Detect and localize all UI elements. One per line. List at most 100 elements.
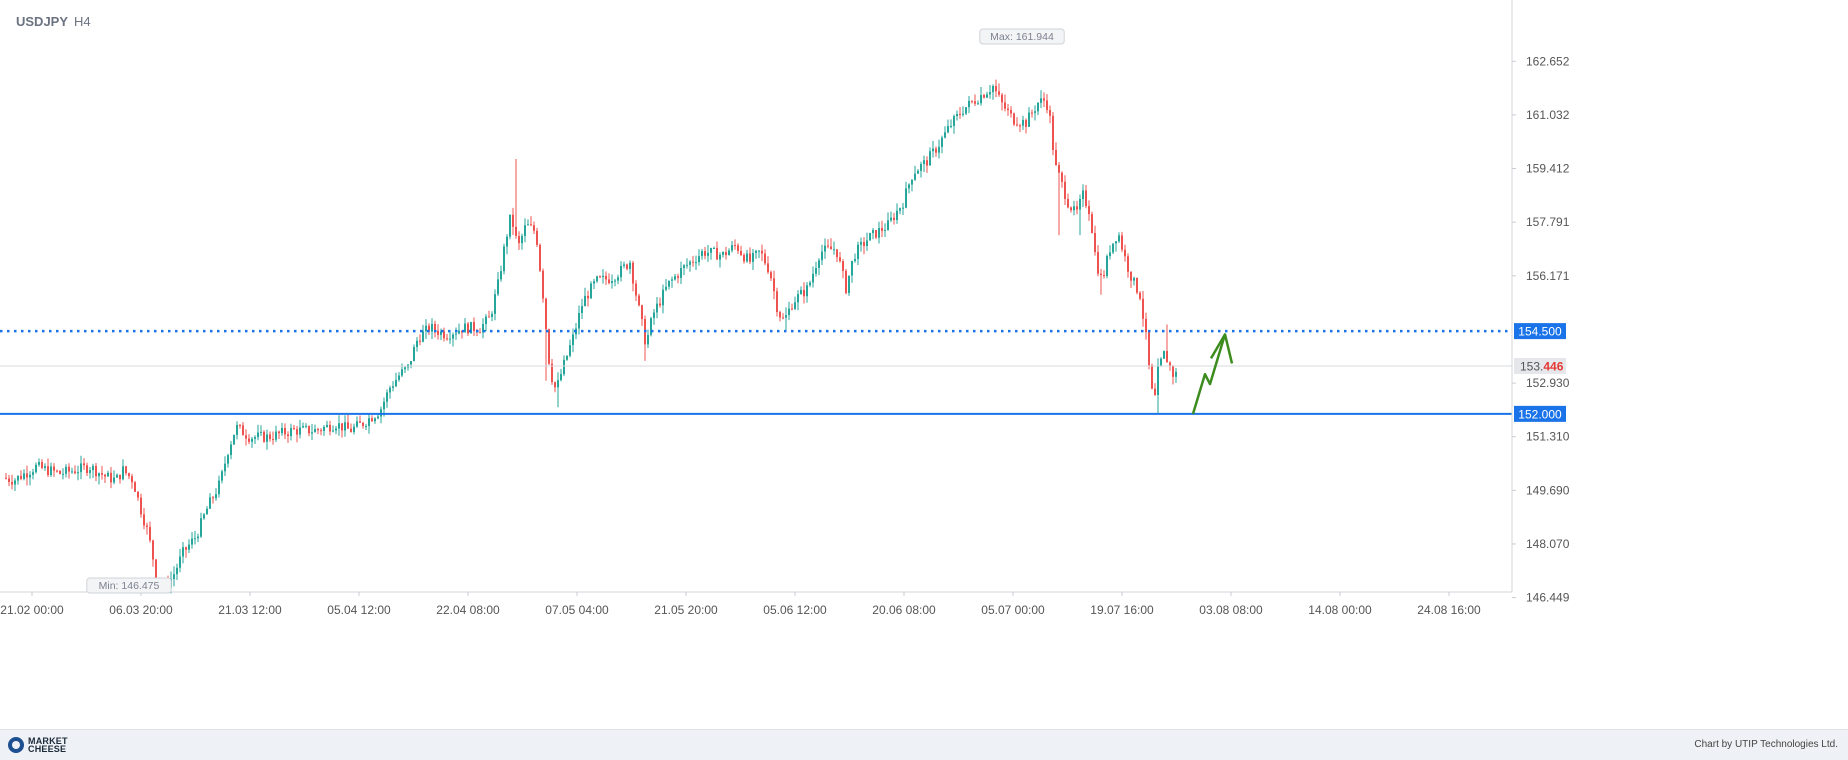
candle-body	[230, 444, 232, 456]
candle-body	[479, 332, 481, 334]
candle-body	[131, 476, 133, 483]
candle-body	[341, 423, 343, 431]
candle-body	[185, 547, 187, 550]
candle-body	[1103, 275, 1105, 277]
candle-body	[383, 401, 385, 410]
candle-body	[746, 253, 748, 262]
y-tick-label: 151.310	[1526, 430, 1570, 444]
candle-body	[923, 160, 925, 165]
candle-body	[32, 472, 34, 475]
candle-body	[1133, 277, 1135, 281]
candle-body	[1130, 271, 1132, 281]
candle-body	[83, 463, 85, 466]
candle-body	[1127, 256, 1129, 272]
y-tick-label: 159.412	[1526, 162, 1570, 176]
max-marker-label: Max: 161.944	[990, 31, 1054, 43]
x-tick-label: 24.08 16:00	[1417, 603, 1481, 617]
candle-body	[392, 386, 394, 388]
candle-body	[317, 429, 319, 431]
candle-body	[1097, 252, 1099, 274]
candle-body	[581, 306, 583, 313]
candle-body	[722, 252, 724, 255]
candle-body	[983, 95, 985, 98]
max-marker-box	[979, 28, 1065, 45]
candle-body	[92, 465, 94, 471]
last-price-tag	[1514, 357, 1566, 374]
candle-body	[251, 438, 253, 442]
candle-body	[245, 435, 247, 439]
candle-body	[965, 107, 967, 114]
candle-body	[1124, 249, 1126, 257]
candle-body	[989, 92, 991, 95]
candle-body	[323, 426, 325, 431]
candle-body	[371, 418, 373, 422]
candle-body	[902, 207, 904, 209]
candle-body	[47, 466, 49, 476]
candle-body	[926, 160, 928, 166]
footer: MARKET CHEESE Chart by UTIP Technologies…	[0, 729, 1848, 760]
candle-body	[938, 146, 940, 153]
candle-body	[557, 380, 559, 388]
candle-body	[446, 338, 448, 340]
candle-body	[89, 470, 91, 473]
candle-body	[806, 285, 808, 297]
candle-body	[197, 536, 199, 539]
candle-body	[1004, 102, 1006, 109]
candle-body	[662, 289, 664, 306]
candle-body	[71, 471, 73, 473]
candles	[5, 79, 1177, 594]
candle-body	[128, 473, 130, 477]
candle-body	[1142, 298, 1144, 319]
level-tag-154.500	[1514, 323, 1566, 340]
candle-body	[692, 261, 694, 263]
candle-body	[767, 263, 769, 273]
candle-body	[419, 340, 421, 342]
candle-body	[944, 132, 946, 138]
x-tick-label: 07.05 04:00	[545, 603, 609, 617]
candle-body	[764, 253, 766, 264]
candle-body	[5, 477, 7, 479]
candle-body	[1010, 110, 1012, 114]
price-chart[interactable]: 154.500 152.000 153.446 162.652 161.032 159.…	[0, 0, 1848, 729]
level-label-154.500: 154.500	[1518, 325, 1562, 339]
candle-body	[899, 208, 901, 211]
candle-body	[800, 289, 802, 295]
candle-body	[911, 179, 913, 185]
candle-body	[146, 525, 148, 527]
candle-body	[1016, 124, 1018, 126]
candle-body	[875, 230, 877, 238]
last-price-label: 153.446	[1520, 359, 1564, 373]
x-tick-label: 14.08 00:00	[1308, 603, 1372, 617]
candle-body	[191, 538, 193, 545]
candle-body	[482, 324, 484, 333]
candle-body	[530, 224, 532, 226]
candle-body	[866, 240, 868, 247]
candle-body	[134, 482, 136, 492]
candle-body	[344, 422, 346, 431]
candle-body	[980, 95, 982, 104]
candle-body	[668, 280, 670, 287]
candle-body	[761, 250, 763, 254]
candle-body	[962, 113, 964, 115]
candle-body	[653, 312, 655, 319]
credit-text: Chart by UTIP Technologies Ltd.	[1694, 739, 1838, 750]
candle-body	[788, 308, 790, 316]
candle-body	[266, 434, 268, 442]
candle-body	[1001, 94, 1003, 103]
candle-body	[1079, 198, 1081, 210]
candle-body	[224, 463, 226, 472]
symbol-label: USDJPY	[16, 14, 69, 29]
candle-body	[734, 245, 736, 247]
logo-icon	[8, 737, 24, 753]
candle-body	[473, 322, 475, 331]
candle-body	[368, 418, 370, 426]
candle-body	[854, 259, 856, 261]
candle-body	[626, 264, 628, 269]
candle-body	[533, 225, 535, 231]
y-tick-label: 152.930	[1526, 376, 1570, 390]
candle-body	[1106, 255, 1108, 276]
x-tick-label: 21.02 00:00	[0, 603, 64, 617]
candle-body	[107, 472, 109, 477]
candle-body	[62, 473, 64, 475]
candle-body	[725, 252, 727, 256]
